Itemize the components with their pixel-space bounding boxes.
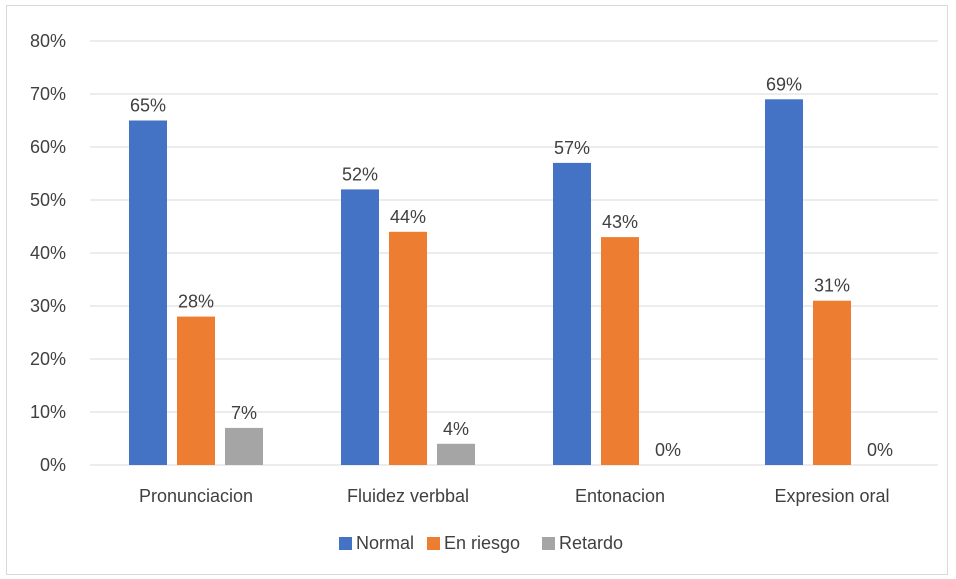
data-label: 69% bbox=[766, 74, 802, 94]
data-label: 31% bbox=[814, 276, 850, 296]
legend: Normal En riesgo Retardo bbox=[339, 533, 623, 553]
y-tick-label: 0% bbox=[40, 455, 66, 475]
data-labels: 65% 28% 7% 52% 44% 4% 57% 43% 0% 69% 31% 0% bbox=[130, 74, 893, 460]
gridlines bbox=[90, 40, 938, 466]
y-tick-label: 60% bbox=[30, 137, 66, 157]
data-label: 7% bbox=[231, 403, 257, 423]
legend-swatch bbox=[427, 537, 440, 550]
x-category-label: Entonacion bbox=[575, 486, 665, 506]
x-category-label: Expresion oral bbox=[774, 486, 889, 506]
data-label: 0% bbox=[867, 440, 893, 460]
bar bbox=[553, 162, 591, 465]
data-label: 43% bbox=[602, 212, 638, 232]
x-category-label: Fluidez verbbal bbox=[347, 486, 469, 506]
bar bbox=[765, 99, 803, 466]
data-label: 44% bbox=[390, 207, 426, 227]
y-tick-label: 80% bbox=[30, 31, 66, 51]
data-label: 57% bbox=[554, 138, 590, 158]
legend-label: En riesgo bbox=[444, 533, 520, 553]
bar bbox=[813, 300, 851, 465]
bar bbox=[437, 443, 475, 465]
data-label: 0% bbox=[655, 440, 681, 460]
legend-swatch bbox=[542, 537, 555, 550]
bar bbox=[225, 427, 263, 465]
data-label: 28% bbox=[178, 292, 214, 312]
bar bbox=[177, 316, 215, 465]
bars bbox=[129, 99, 851, 466]
data-label: 52% bbox=[342, 164, 378, 184]
x-axis-category-labels: Pronunciacion Fluidez verbbal Entonacion Ex… bbox=[139, 486, 890, 506]
legend-swatch bbox=[339, 537, 352, 550]
bar bbox=[389, 231, 427, 465]
y-tick-label: 20% bbox=[30, 349, 66, 369]
x-category-label: Pronunciacion bbox=[139, 486, 253, 506]
y-tick-label: 70% bbox=[30, 84, 66, 104]
y-tick-label: 30% bbox=[30, 296, 66, 316]
data-label: 65% bbox=[130, 96, 166, 116]
y-tick-label: 50% bbox=[30, 190, 66, 210]
legend-label: Normal bbox=[356, 533, 414, 553]
y-axis-tick-labels: 0% 10% 20% 30% 40% 50% 60% 70% 80% bbox=[30, 31, 66, 475]
bar bbox=[129, 120, 167, 465]
y-tick-label: 10% bbox=[30, 402, 66, 422]
bar bbox=[601, 237, 639, 465]
data-label: 4% bbox=[443, 419, 469, 439]
y-tick-label: 40% bbox=[30, 243, 66, 263]
bar bbox=[341, 189, 379, 465]
chart-area bbox=[6, 5, 948, 575]
legend-label: Retardo bbox=[559, 533, 623, 553]
